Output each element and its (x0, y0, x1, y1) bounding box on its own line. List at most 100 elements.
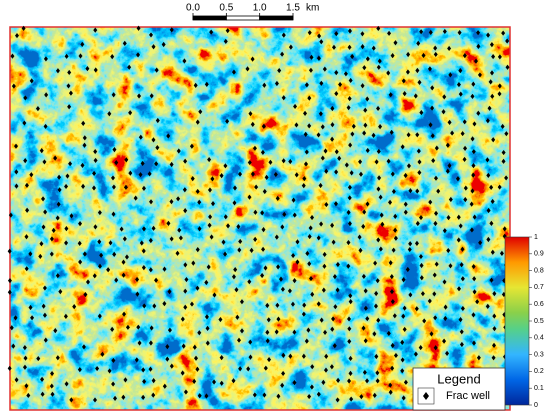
frac-well (348, 355, 353, 362)
frac-well (152, 303, 157, 309)
frac-well (169, 363, 174, 369)
frac-well (346, 105, 351, 111)
frac-well (219, 354, 224, 361)
frac-well (348, 299, 353, 305)
frac-well (401, 78, 406, 84)
frac-well (293, 103, 298, 110)
frac-well (316, 132, 321, 138)
frac-well (321, 379, 326, 385)
frac-well (57, 187, 62, 193)
frac-well (97, 209, 102, 216)
frac-well (263, 265, 268, 271)
frac-well (78, 220, 83, 227)
frac-well (114, 159, 119, 166)
frac-well (183, 158, 188, 164)
frac-well (177, 227, 182, 233)
frac-well (77, 240, 82, 246)
frac-well (91, 185, 96, 191)
frac-well (11, 343, 16, 349)
frac-well (460, 276, 465, 282)
frac-well (349, 396, 354, 402)
frac-well (360, 83, 365, 89)
frac-well (280, 51, 285, 57)
frac-well (408, 241, 413, 247)
frac-well (348, 370, 353, 376)
well-layer (7, 25, 511, 403)
frac-well (136, 324, 141, 330)
frac-well (447, 119, 452, 125)
frac-well (392, 313, 397, 319)
frac-well (137, 340, 142, 346)
frac-well (231, 378, 236, 384)
frac-well (302, 175, 307, 182)
frac-well (378, 246, 383, 252)
frac-well (260, 210, 265, 216)
frac-well (490, 93, 495, 99)
frac-well (162, 266, 167, 272)
frac-well (418, 253, 423, 260)
frac-well (72, 304, 77, 310)
frac-well (458, 68, 463, 74)
frac-well (63, 313, 68, 319)
frac-well (226, 223, 231, 229)
frac-well (433, 51, 438, 58)
frac-well (489, 277, 494, 283)
frac-well (138, 172, 143, 178)
frac-well (492, 313, 497, 319)
frac-well (346, 239, 351, 246)
frac-well (42, 159, 47, 165)
frac-well (176, 196, 181, 202)
frac-well (151, 392, 156, 398)
frac-well (43, 56, 48, 62)
frac-well (301, 353, 306, 359)
frac-well (376, 25, 381, 32)
frac-well (111, 357, 116, 364)
frac-well (358, 247, 363, 253)
frac-well (232, 200, 237, 206)
frac-well (445, 142, 450, 148)
frac-well (260, 149, 265, 155)
frac-well (292, 380, 297, 386)
frac-well (14, 143, 19, 149)
frac-well (347, 326, 352, 332)
frac-well (65, 173, 70, 179)
frac-well (390, 342, 395, 349)
frac-well (501, 158, 506, 164)
frac-well (459, 341, 464, 348)
frac-well (195, 247, 200, 253)
colorbar-label: 0.5 (534, 318, 544, 325)
frac-well (471, 263, 476, 270)
frac-well (430, 105, 435, 111)
frac-well (49, 383, 54, 389)
frac-well (359, 394, 364, 400)
frac-well (141, 394, 146, 400)
frac-well (316, 391, 321, 397)
frac-well (497, 83, 502, 89)
frac-well (504, 175, 509, 181)
frac-well (334, 69, 339, 76)
frac-well (67, 104, 72, 110)
frac-well (304, 82, 309, 88)
frac-well (97, 239, 102, 245)
frac-well (456, 214, 461, 220)
frac-well (151, 377, 156, 384)
frac-well (419, 262, 424, 269)
frac-well (162, 301, 167, 307)
frac-well (262, 392, 267, 398)
frac-well (204, 314, 209, 320)
frac-well (140, 160, 145, 167)
frac-well (112, 147, 117, 153)
frac-well (391, 247, 396, 253)
frac-well (458, 91, 463, 97)
frac-well (219, 380, 224, 386)
frac-well (53, 328, 58, 334)
frac-well (23, 157, 28, 164)
frac-well (167, 289, 172, 295)
frac-well (207, 156, 212, 163)
frac-well (390, 53, 395, 59)
frac-well (265, 302, 270, 309)
frac-well (123, 377, 128, 383)
frac-well (148, 267, 153, 273)
frac-well (310, 364, 315, 370)
frac-well (169, 27, 174, 33)
